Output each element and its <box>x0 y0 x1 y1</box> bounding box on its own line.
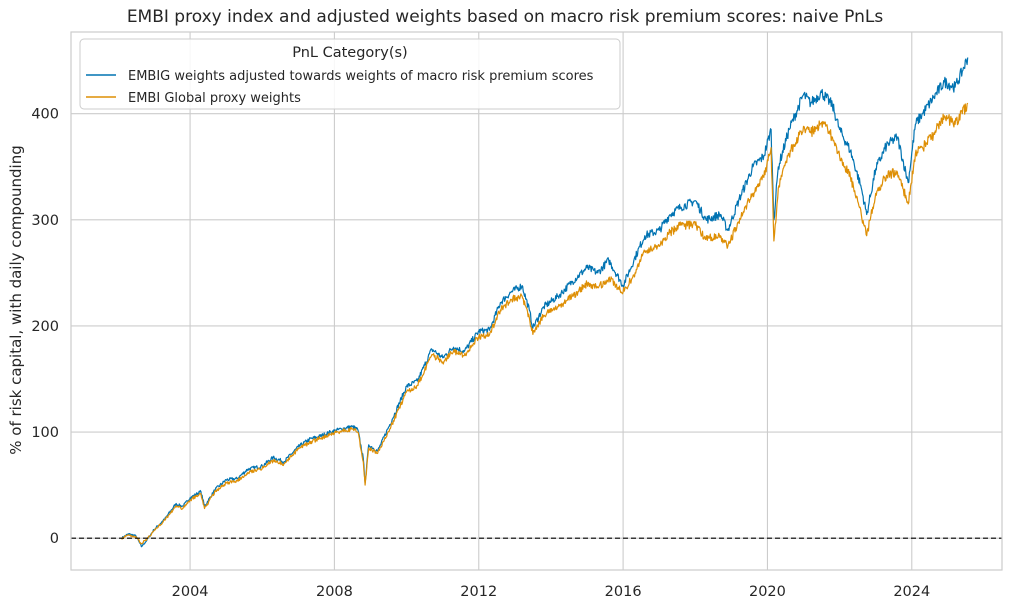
x-tick-label: 2012 <box>460 584 497 600</box>
chart-title: EMBI proxy index and adjusted weights ba… <box>127 7 884 27</box>
grid <box>71 32 1002 570</box>
y-axis-ticks: 0 100 200 300 400 <box>31 107 59 547</box>
legend-box <box>79 38 621 110</box>
y-tick-label: 300 <box>31 213 59 229</box>
y-tick-label: 0 <box>50 531 59 547</box>
plot-frame <box>70 31 1003 571</box>
x-tick-label: 2020 <box>749 584 786 600</box>
x-tick-label: 2008 <box>316 584 353 600</box>
series-line-embi-global-proxy <box>121 102 969 545</box>
y-tick-label: 100 <box>31 425 59 441</box>
y-tick-label: 200 <box>31 319 59 335</box>
legend-label-embi-global-proxy: EMBI Global proxy weights <box>128 91 301 106</box>
legend: PnL Category(s) EMBIG weights adjusted t… <box>79 38 621 110</box>
x-tick-label: 2024 <box>893 584 930 600</box>
series-group <box>121 57 969 548</box>
x-tick-label: 2004 <box>172 584 209 600</box>
legend-label-embig-adjusted: EMBIG weights adjusted towards weights o… <box>128 69 594 84</box>
y-axis-label: % of risk capital, with daily compoundin… <box>7 145 25 455</box>
legend-title: PnL Category(s) <box>292 45 407 61</box>
y-tick-label: 400 <box>31 107 59 123</box>
x-axis-ticks: 2004 2008 2012 2016 2020 2024 <box>172 584 931 600</box>
x-tick-label: 2016 <box>605 584 642 600</box>
